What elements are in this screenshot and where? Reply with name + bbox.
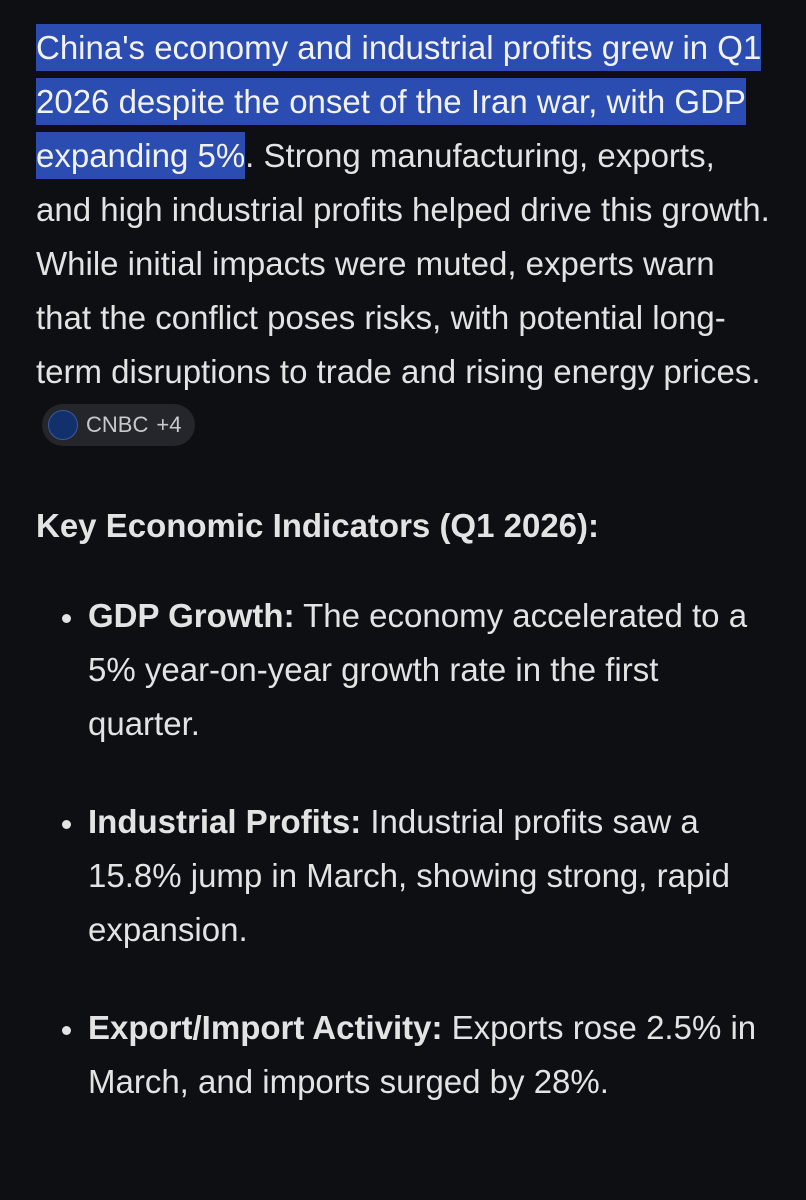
indicator-item: Industrial Profits: Industrial profits s… [86, 795, 770, 957]
source-more: +4 [156, 412, 182, 438]
indicator-label: Export/Import Activity: [88, 1009, 443, 1046]
indicator-item: GDP Growth: The economy accelerated to a… [86, 589, 770, 751]
indicator-list: GDP Growth: The economy accelerated to a… [36, 589, 770, 1109]
ai-overview: China's economy and industrial profits g… [0, 0, 806, 1109]
source-chip[interactable]: CNBC +4 [42, 404, 196, 447]
summary: China's economy and industrial profits g… [36, 21, 770, 453]
source-label: CNBC [86, 412, 149, 438]
indicator-text: Industrial profits saw a 15.8% jump in M… [88, 803, 730, 948]
indicator-label: GDP Growth: [88, 597, 295, 634]
source-logo [48, 410, 78, 441]
indicator-label: Industrial Profits: [88, 803, 362, 840]
indicator-item: Export/Import Activity: Exports rose 2.5… [86, 1001, 770, 1109]
summary-text: . Strong manufacturing, exports, and hig… [36, 137, 770, 390]
indicator-text: Exports rose 2.5% in March, and imports … [88, 1009, 757, 1100]
heading: Key Economic Indicators (Q1 2026): [36, 507, 600, 544]
indicator-text: The economy accelerated to a 5% year-on-… [88, 597, 748, 742]
